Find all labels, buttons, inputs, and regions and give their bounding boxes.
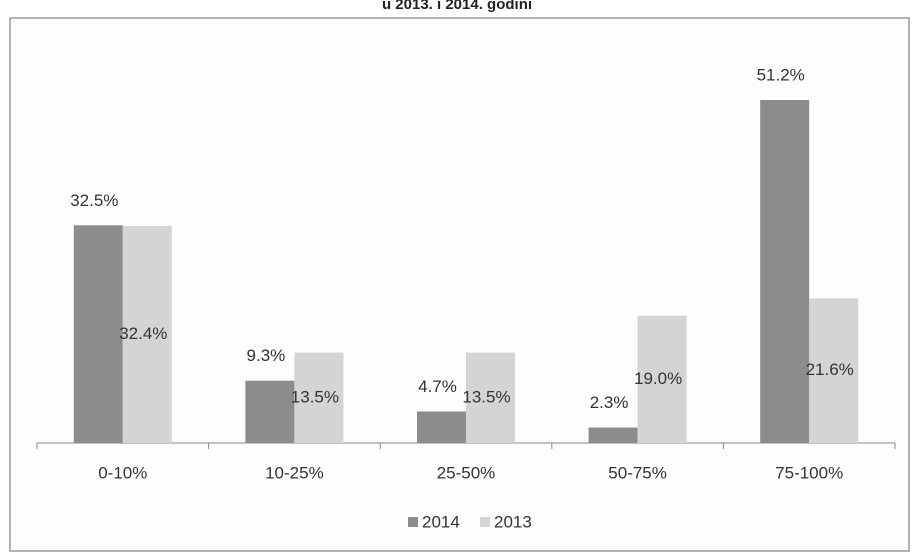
chart-title: u 2013. i 2014. godini — [382, 0, 532, 13]
bar — [760, 100, 810, 443]
legend-swatch — [480, 517, 490, 527]
data-label: 2.3% — [590, 393, 629, 412]
bar — [417, 411, 466, 443]
x-tick-label: 25-50% — [437, 463, 496, 482]
bar — [294, 352, 344, 443]
data-label: 21.6% — [806, 360, 854, 379]
x-tick-label: 50-75% — [608, 463, 667, 482]
bar — [73, 225, 123, 443]
data-label: 13.5% — [462, 387, 510, 406]
data-label: 13.5% — [291, 387, 339, 406]
x-tick-label: 75-100% — [775, 463, 843, 482]
x-tick-label: 10-25% — [265, 463, 324, 482]
x-tick-label: 0-10% — [98, 463, 147, 482]
bar — [122, 225, 172, 443]
bar — [809, 298, 859, 443]
bar — [245, 380, 295, 443]
bar — [588, 427, 638, 443]
bar — [637, 315, 687, 443]
data-label: 9.3% — [247, 346, 286, 365]
legend-swatch — [408, 517, 418, 527]
legend-label: 2014 — [422, 512, 460, 531]
bar — [466, 352, 515, 443]
data-label: 19.0% — [634, 369, 682, 388]
data-label: 32.4% — [119, 324, 167, 343]
data-label: 4.7% — [418, 377, 457, 396]
data-label: 51.2% — [757, 65, 805, 84]
data-label: 32.5% — [70, 191, 118, 210]
legend-label: 2013 — [494, 512, 532, 531]
